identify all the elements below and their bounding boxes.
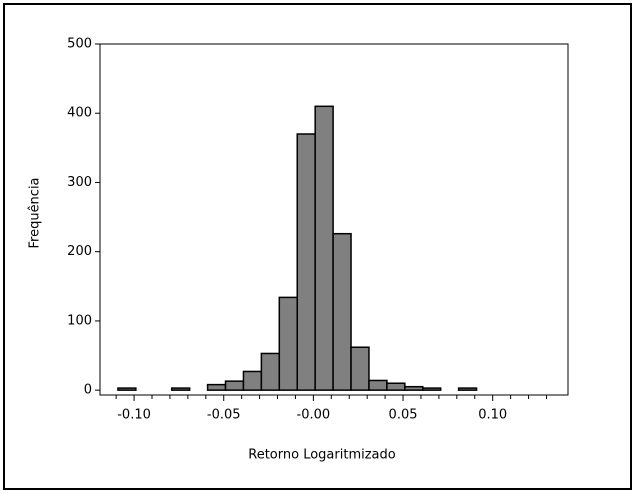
- bar: [386, 382, 406, 391]
- x-tick-label: -0.00: [297, 408, 331, 423]
- x-axis-label: Retorno Logaritmizado: [248, 448, 395, 463]
- y-axis-label: Frequência: [28, 177, 43, 248]
- plot-frame: [99, 43, 569, 396]
- x-tick-label: -0.05: [207, 408, 241, 423]
- bar: [314, 105, 334, 391]
- bar: [206, 383, 227, 391]
- y-tick-label: 0: [84, 383, 92, 398]
- y-tick-label: 200: [67, 244, 92, 259]
- bar: [296, 133, 316, 391]
- y-tick-label: 300: [67, 175, 92, 190]
- x-tick-label: 0.10: [478, 408, 507, 423]
- bar: [368, 379, 388, 391]
- bar: [422, 387, 442, 391]
- bar: [260, 352, 281, 391]
- bar: [278, 296, 298, 391]
- bar: [404, 385, 424, 391]
- x-tick-label: -0.10: [117, 408, 151, 423]
- bar: [117, 387, 137, 391]
- bar: [350, 346, 370, 391]
- bar: [170, 387, 191, 391]
- y-tick-label: 400: [67, 106, 92, 121]
- bar: [332, 232, 352, 391]
- x-tick-label: 0.05: [389, 408, 418, 423]
- bar: [242, 370, 263, 391]
- y-tick-label: 100: [67, 313, 92, 328]
- bar: [457, 387, 478, 391]
- y-tick-label: 500: [67, 37, 92, 52]
- bar: [224, 380, 245, 391]
